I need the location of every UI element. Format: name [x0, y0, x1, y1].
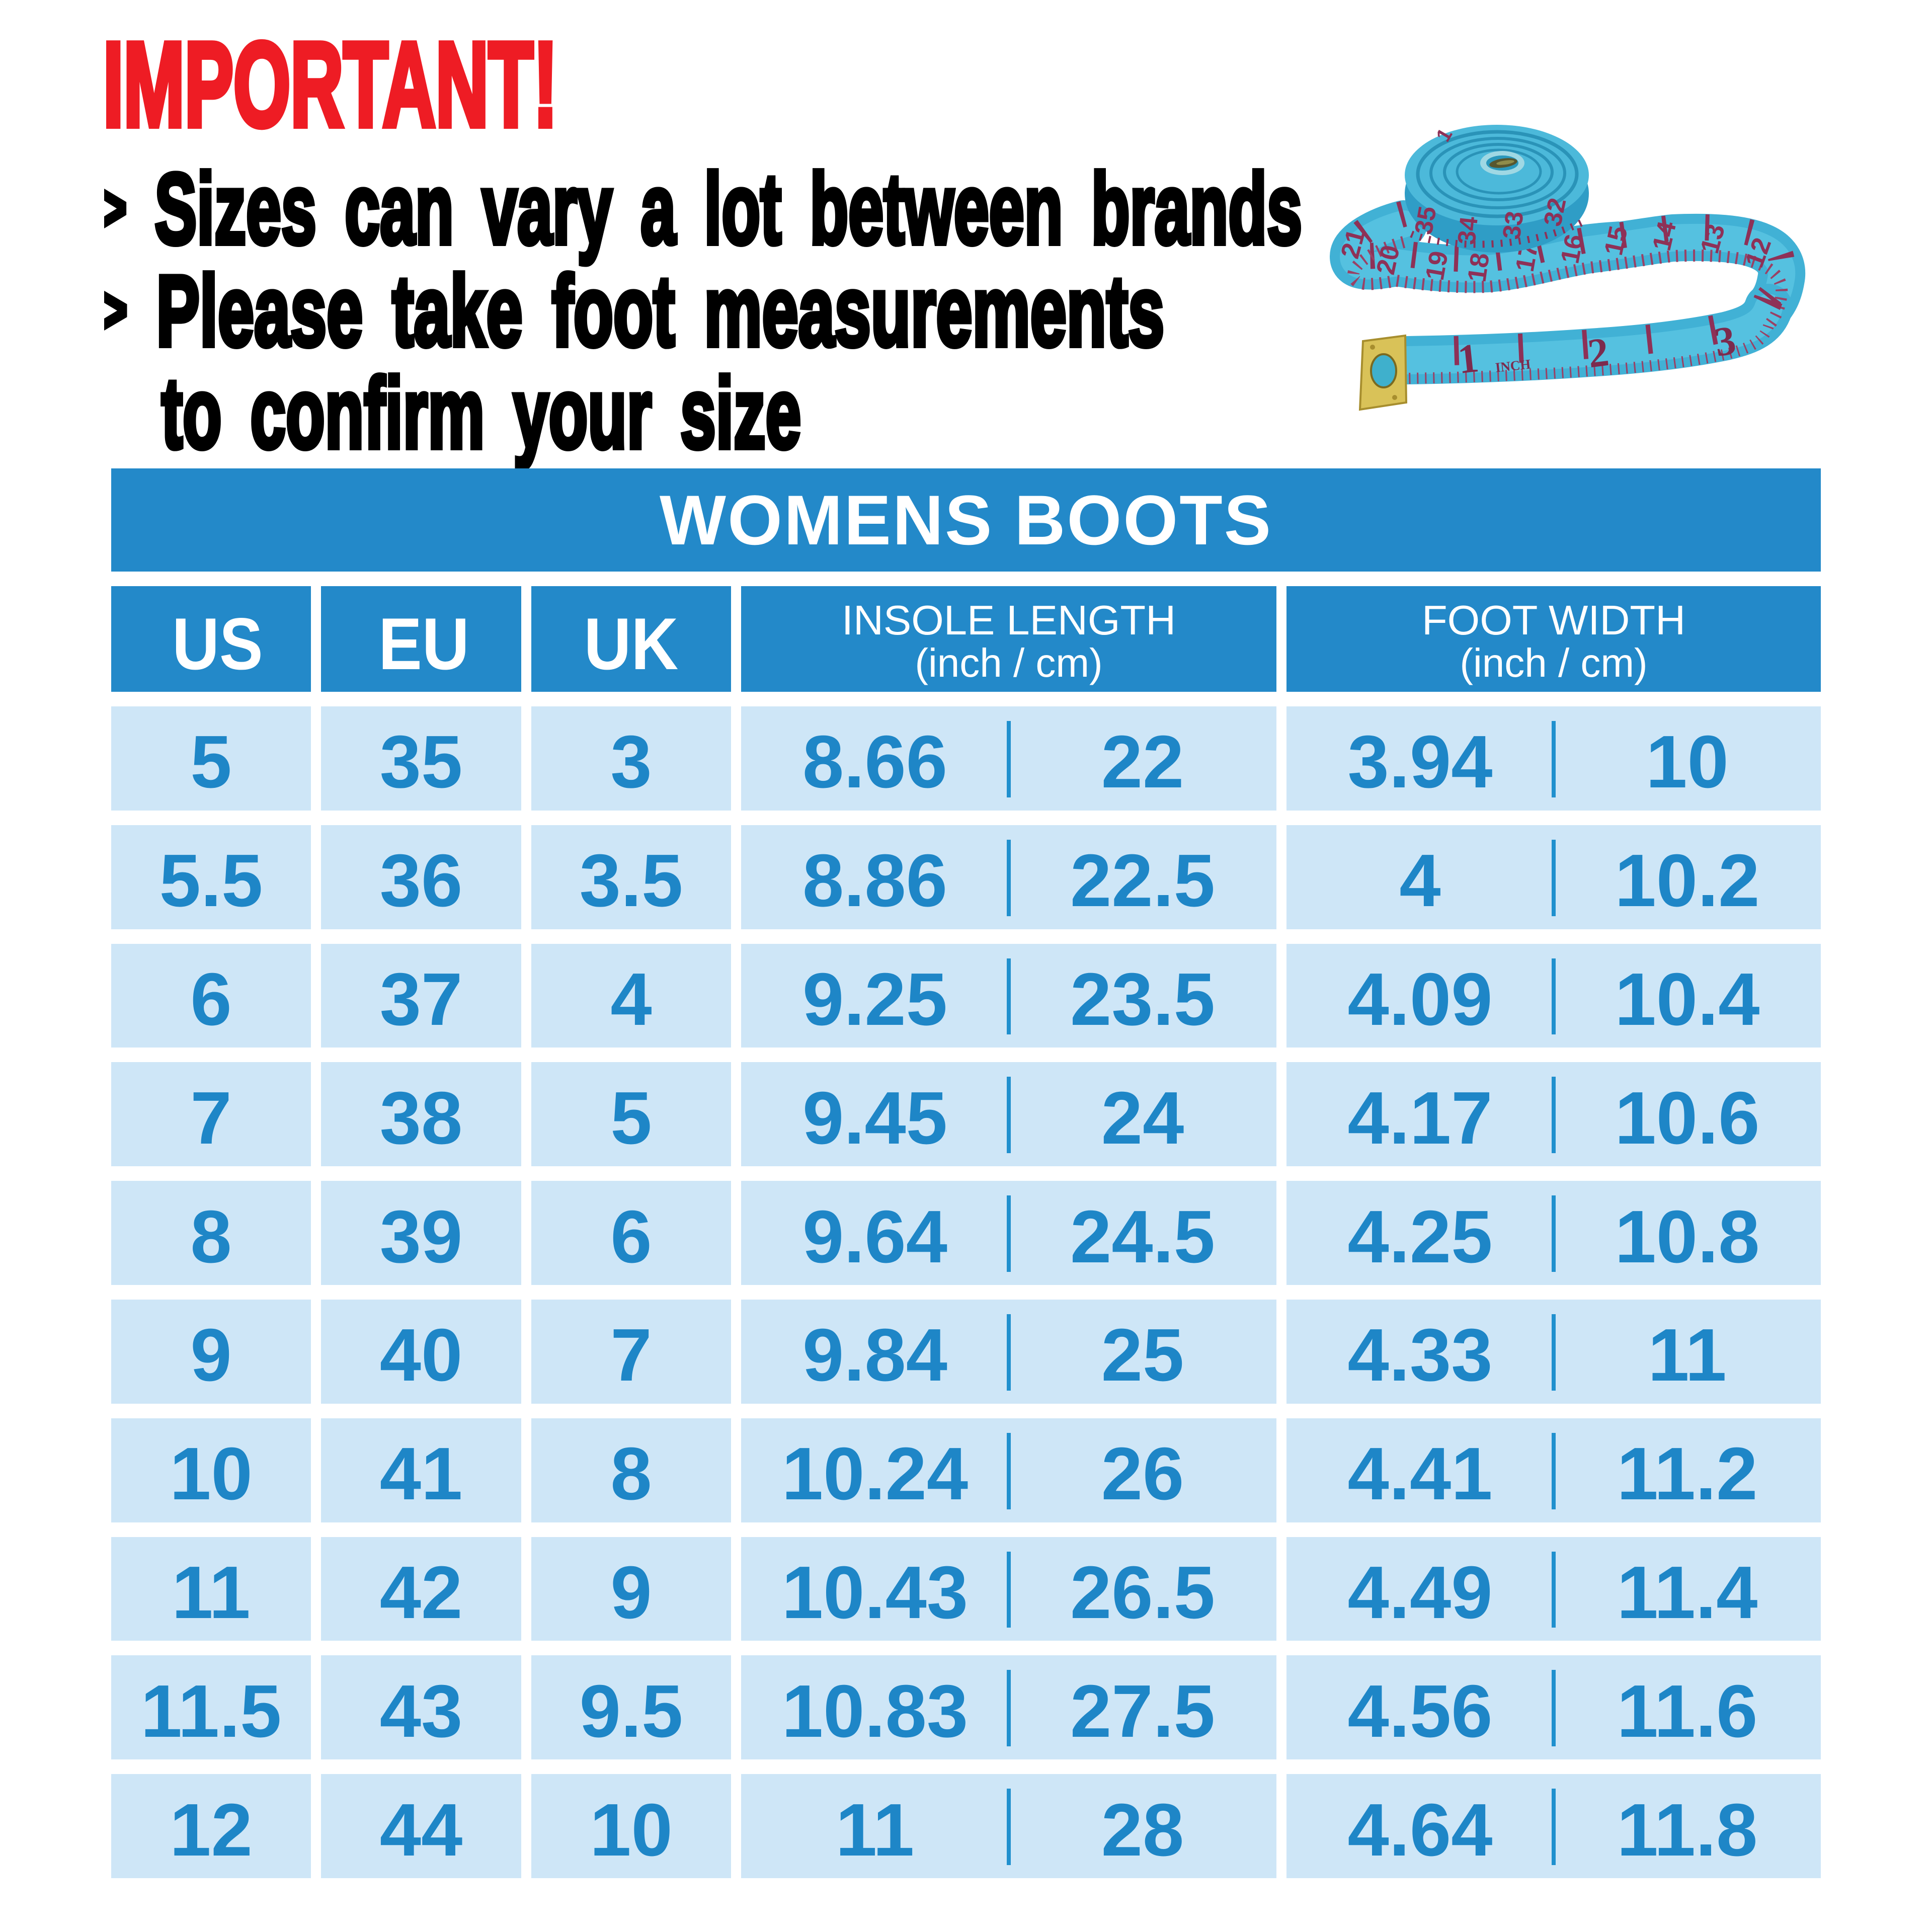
svg-text:16: 16 — [1555, 232, 1589, 266]
svg-text:34: 34 — [1452, 215, 1483, 246]
svg-text:15: 15 — [1599, 223, 1634, 258]
svg-text:35: 35 — [1409, 204, 1442, 237]
svg-text:18: 18 — [1462, 251, 1495, 284]
svg-text:32: 32 — [1538, 195, 1571, 228]
svg-text:1: 1 — [1456, 335, 1481, 382]
svg-text:33: 33 — [1497, 209, 1529, 241]
svg-text:20: 20 — [1371, 243, 1406, 277]
svg-text:14: 14 — [1647, 218, 1682, 253]
svg-text:INCH: INCH — [1494, 356, 1531, 375]
svg-text:19: 19 — [1420, 249, 1454, 283]
